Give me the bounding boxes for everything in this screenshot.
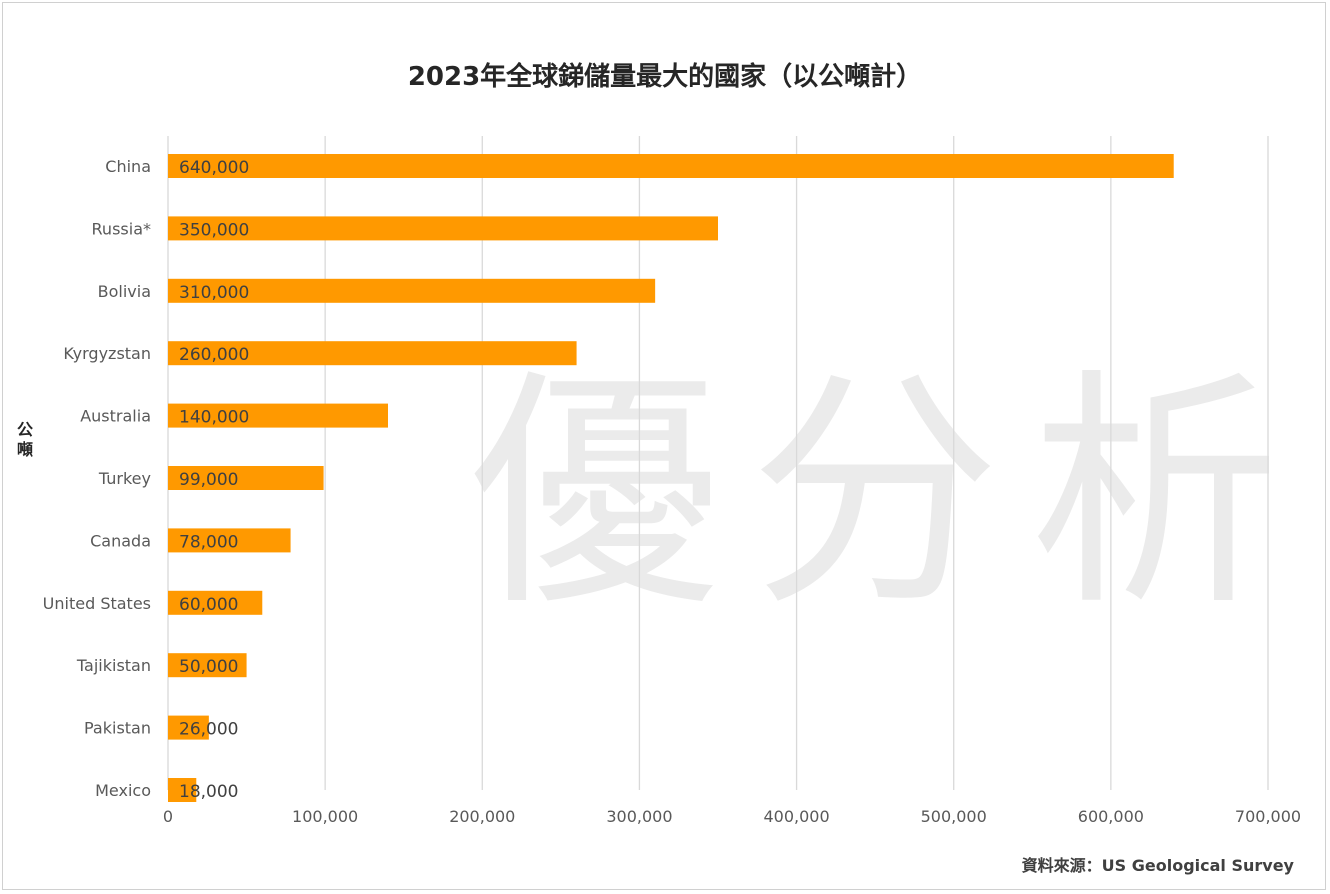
bar bbox=[168, 653, 247, 678]
data-label: 78,000 bbox=[179, 532, 238, 552]
bar bbox=[168, 590, 263, 615]
bar bbox=[168, 216, 718, 241]
bar bbox=[168, 778, 197, 802]
data-label: 140,000 bbox=[179, 408, 249, 428]
chart-title: 2023年全球銻儲量最大的國家（以公噸計） bbox=[407, 62, 923, 92]
category-label: United States bbox=[43, 594, 151, 613]
category-label: Turkey bbox=[98, 469, 151, 488]
x-tick-label: 300,000 bbox=[606, 807, 672, 826]
data-label: 310,000 bbox=[179, 283, 249, 303]
category-label: Tajikistan bbox=[76, 656, 151, 675]
category-label: Russia* bbox=[92, 219, 151, 238]
bar bbox=[168, 403, 388, 428]
bar bbox=[168, 528, 291, 553]
data-label: 350,000 bbox=[179, 220, 249, 240]
bar bbox=[168, 154, 1174, 178]
bar bbox=[168, 341, 577, 366]
y-axis-label: 公噸 bbox=[16, 420, 33, 459]
category-label: Australia bbox=[80, 407, 151, 426]
data-label: 26,000 bbox=[179, 720, 238, 740]
category-label: Pakistan bbox=[84, 719, 151, 738]
data-label: 640,000 bbox=[179, 158, 249, 178]
x-tick-label: 700,000 bbox=[1235, 807, 1301, 826]
x-tick-label: 200,000 bbox=[449, 807, 515, 826]
category-label: China bbox=[105, 157, 151, 176]
source-note: 資料來源：US Geological Survey bbox=[1021, 856, 1294, 875]
bar bbox=[168, 715, 209, 740]
x-tick-label: 500,000 bbox=[921, 807, 987, 826]
bar bbox=[168, 278, 656, 303]
watermark: 優分析 bbox=[470, 348, 1310, 639]
category-label: Canada bbox=[90, 531, 151, 550]
data-label: 18,000 bbox=[179, 782, 238, 802]
category-label: Kyrgyzstan bbox=[63, 344, 151, 363]
x-tick-label: 600,000 bbox=[1078, 807, 1144, 826]
category-label: Mexico bbox=[95, 781, 151, 800]
data-label: 99,000 bbox=[179, 470, 238, 490]
bar bbox=[168, 466, 324, 490]
x-tick-label: 100,000 bbox=[292, 807, 358, 826]
data-label: 60,000 bbox=[179, 595, 238, 615]
category-label: Bolivia bbox=[98, 282, 151, 301]
x-tick-label: 0 bbox=[163, 807, 173, 826]
x-tick-label: 400,000 bbox=[763, 807, 829, 826]
data-label: 260,000 bbox=[179, 345, 249, 365]
data-label: 50,000 bbox=[179, 657, 238, 677]
